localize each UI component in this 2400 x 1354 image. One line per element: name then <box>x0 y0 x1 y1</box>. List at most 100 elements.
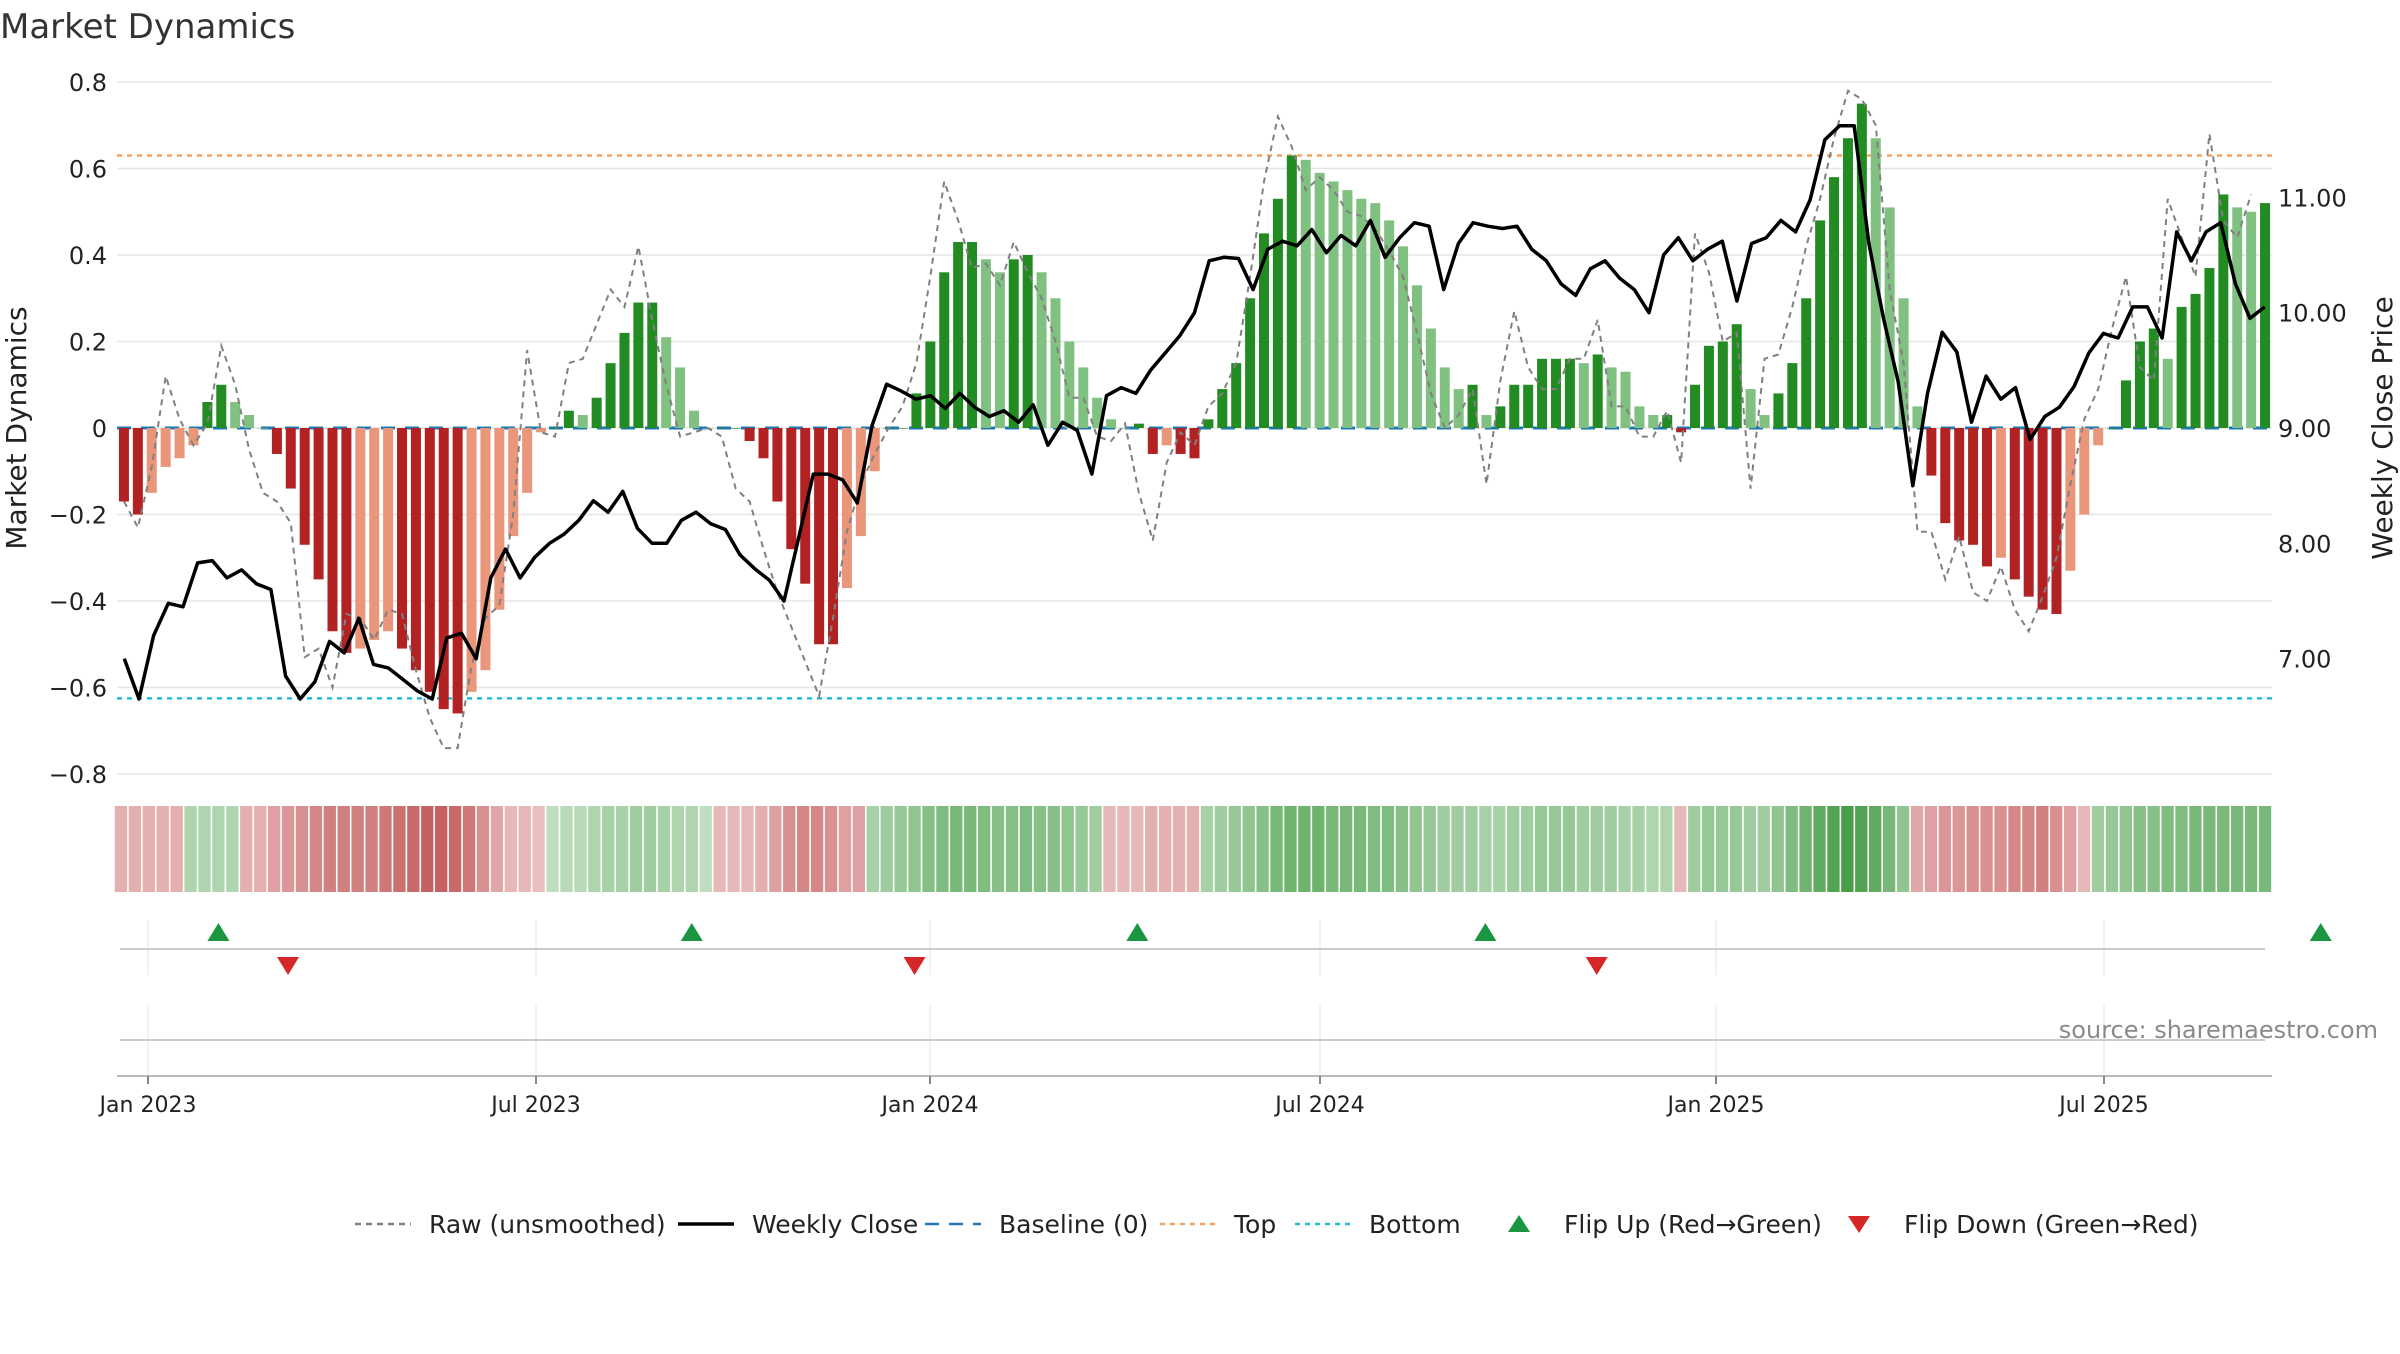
dynamics-bar <box>1550 358 1561 428</box>
flip-down-marker <box>1585 957 1608 975</box>
dynamics-bar <box>1161 428 1172 446</box>
strip-cell <box>964 806 977 892</box>
dynamics-bar <box>1050 298 1061 428</box>
dynamics-bar <box>1453 389 1464 428</box>
heat-strip <box>114 806 2272 892</box>
strip-cell <box>1005 806 1019 892</box>
dynamics-bar <box>1745 389 1756 428</box>
strip-cell <box>365 806 378 892</box>
strip-cell <box>1033 806 1047 892</box>
strip-cell <box>922 806 935 892</box>
dynamics-bar <box>132 428 143 515</box>
dynamics-bar <box>1634 406 1645 428</box>
strip-cell <box>1660 806 1673 892</box>
dynamics-bar <box>410 428 421 671</box>
strip-cell <box>1270 806 1283 892</box>
dynamics-bar <box>967 242 978 428</box>
dynamics-bar <box>1787 363 1798 428</box>
strip-cell <box>1980 806 1993 892</box>
strip-cell <box>1339 806 1353 892</box>
dynamics-bar <box>1092 397 1103 428</box>
strip-cell <box>950 806 963 892</box>
dynamics-bar <box>911 393 922 428</box>
dynamics-bar <box>244 415 255 428</box>
dynamics-bar <box>1620 371 1631 428</box>
strip-cell <box>309 806 323 892</box>
dynamics-bar <box>1759 415 1770 428</box>
strip-cell <box>1869 806 1882 892</box>
dynamics-bar <box>647 302 658 428</box>
strip-cell <box>295 806 309 892</box>
close-line <box>122 124 2266 701</box>
dynamics-bar <box>2232 207 2243 428</box>
strip-cell <box>1785 806 1798 892</box>
y-tick-label: 0.4 <box>69 242 107 270</box>
y-tick-label: −0.6 <box>49 675 107 703</box>
dynamics-bar <box>494 428 505 610</box>
dynamics-bar <box>2246 211 2257 428</box>
dynamics-bar <box>772 428 783 502</box>
strip-cell <box>936 806 949 892</box>
x-tick-label: Jul 2023 <box>489 1093 581 1118</box>
legend-label: Baseline (0) <box>999 1210 1148 1239</box>
strip-cell <box>2231 806 2244 892</box>
strip-cell <box>2119 806 2132 892</box>
strip-cell <box>1729 806 1743 892</box>
strip-cell <box>2022 806 2035 892</box>
dynamics-bar <box>1731 324 1742 428</box>
dynamics-bar <box>1286 155 1297 428</box>
y-tick-label: 0.8 <box>69 69 107 97</box>
dynamics-bar <box>1481 415 1492 428</box>
y2-tick-label: 11.00 <box>2278 184 2347 212</box>
strip-cell <box>1590 806 1603 892</box>
raw-series <box>123 89 2253 750</box>
dynamics-bar <box>605 363 616 428</box>
dynamics-bar <box>758 428 769 459</box>
dynamics-bar <box>1231 363 1242 428</box>
legend-label: Flip Up (Red→Green) <box>1564 1210 1822 1239</box>
strip-cell <box>393 806 406 892</box>
legend-label: Top <box>1233 1210 1276 1239</box>
strip-cell <box>240 806 253 892</box>
chart-title: Market Dynamics <box>0 7 295 47</box>
strip-cell <box>588 806 601 892</box>
y-tick-label: 0.2 <box>69 329 107 357</box>
strip-cell <box>1367 806 1381 892</box>
strip-cell <box>1507 806 1520 892</box>
dynamics-bar <box>577 415 588 428</box>
strip-cell <box>1715 806 1729 892</box>
dynamics-bar <box>1245 298 1256 428</box>
strip-cell <box>783 806 796 892</box>
dynamics-bar <box>480 428 491 671</box>
legend: Raw (unsmoothed) Weekly Close Baseline (0)… <box>355 1210 2199 1239</box>
dynamics-bar <box>1147 428 1158 454</box>
strip-cell <box>351 806 364 892</box>
strip-cell <box>142 806 155 892</box>
dynamics-bar <box>1398 246 1409 428</box>
strip-cell <box>1813 806 1826 892</box>
strip-cell <box>1841 806 1854 892</box>
x-tick-label: Jul 2025 <box>2057 1093 2149 1118</box>
dynamics-bar <box>1411 285 1422 428</box>
strip-cell <box>1089 806 1102 892</box>
dynamics-bar <box>1815 220 1826 428</box>
strip-cell <box>1061 806 1074 892</box>
strip-cell <box>1381 806 1395 892</box>
strip-cell <box>1520 806 1534 892</box>
dynamics-bar <box>2260 203 2271 428</box>
strip-cell <box>1548 806 1562 892</box>
strip-cell <box>1117 806 1130 892</box>
strip-cell <box>1200 806 1214 892</box>
strip-cell <box>281 806 295 892</box>
strip-cell <box>1688 806 1701 892</box>
strip-cell <box>1604 806 1617 892</box>
strip-cell <box>574 806 587 892</box>
dynamics-bar <box>814 428 825 645</box>
strip-cell <box>1799 806 1812 892</box>
strip-cell <box>2217 806 2230 892</box>
dynamics-bar <box>1856 103 1867 428</box>
x-tick-label: Jan 2025 <box>1666 1093 1765 1118</box>
dynamics-bar <box>1439 367 1450 428</box>
legend-flip-down-icon <box>1848 1216 1870 1233</box>
strip-cell <box>2008 806 2021 892</box>
